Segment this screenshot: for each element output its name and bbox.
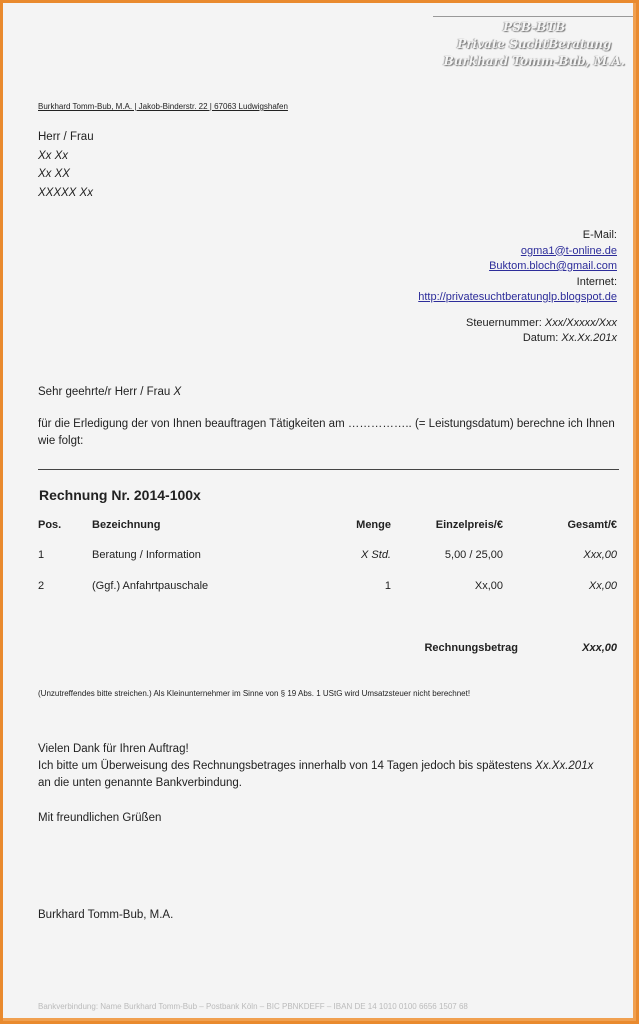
bank-details-footer: Bankverbindung: Name Burkhard Tomm-Bub –…	[38, 1002, 468, 1011]
email-link-1[interactable]: ogma1@t-online.de	[520, 244, 617, 257]
thanks-line: Vielen Dank für Ihren Auftrag!	[38, 743, 189, 755]
row-unit-price: 5,00 / 25,00	[444, 549, 503, 561]
header-description: Bezeichnung	[92, 519, 161, 531]
greeting-text: Sehr geehrte/r Herr / Frau	[38, 386, 174, 398]
header-total: Gesamt/€	[567, 519, 617, 531]
recipient-street: Xx XX	[38, 168, 70, 180]
row-pos: 2	[38, 580, 45, 592]
closing-text: Vielen Dank für Ihren Auftrag! Ich bitte…	[38, 741, 593, 792]
row-quantity: 1	[384, 580, 391, 592]
total-label: Rechnungsbetrag	[424, 642, 518, 654]
recipient-salutation: Herr / Frau	[38, 131, 94, 143]
invoice-page: PSB-BTB Private SuchtBeratung Burkhard T…	[3, 3, 636, 1021]
payment-request: Ich bitte um Überweisung des Rechnungsbe…	[38, 760, 536, 772]
email-label: E-Mail:	[582, 229, 617, 241]
logo-line: Private SuchtBeratung	[457, 37, 612, 51]
tax-label: Steuernummer:	[466, 316, 542, 329]
tax-value: Xxx/Xxxxx/Xxx	[544, 316, 617, 329]
greeting-name: X	[173, 386, 182, 398]
invoice-title: Rechnung Nr. 2014-100x	[39, 487, 201, 503]
date-value: Xx.Xx.201x	[561, 332, 617, 344]
row-total: Xxx,00	[583, 549, 617, 561]
header-rule	[433, 16, 633, 17]
total-value: Xxx,00	[582, 642, 617, 654]
logo-line: PSB-BTB	[503, 20, 566, 34]
intro-text: für die Erledigung der von Ihnen beauftr…	[38, 418, 615, 447]
row-pos: 1	[38, 549, 45, 561]
internet-label: Internet:	[576, 275, 617, 288]
recipient-address: Herr / Frau Xx Xx Xx XX XXXXX Xx	[38, 128, 94, 202]
header-quantity: Menge	[356, 519, 391, 531]
bank-reference: an die unten genannte Bankverbindung.	[38, 777, 242, 789]
website-link[interactable]: http://privatesuchtberatunglp.blogspot.d…	[418, 291, 617, 303]
recipient-name: Xx Xx	[38, 149, 69, 162]
row-description: Beratung / Information	[92, 549, 201, 561]
contact-block: E-Mail: ogma1@t-online.de Buktom.bloch@g…	[418, 228, 617, 347]
row-unit-price: Xx,00	[474, 580, 503, 592]
payment-deadline: Xx.Xx.201x	[535, 760, 594, 772]
header-unit-price: Einzelpreis/€	[435, 519, 503, 531]
greeting: Sehr geehrte/r Herr / Frau X	[38, 386, 181, 398]
row-quantity: X Std.	[361, 549, 391, 561]
tax-note: (Unzutreffendes bitte streichen.) Als Kl…	[38, 689, 471, 698]
signature-name: Burkhard Tomm-Bub, M.A.	[38, 909, 174, 921]
header-pos: Pos.	[38, 519, 62, 531]
letterhead-logo: PSB-BTB Private SuchtBeratung Burkhard T…	[444, 19, 625, 70]
regards: Mit freundlichen Grüßen	[38, 812, 162, 824]
email-link-2[interactable]: Buktom.bloch@gmail.com	[489, 260, 617, 272]
row-total: Xx,00	[588, 580, 617, 592]
recipient-city: XXXXX Xx	[38, 186, 93, 199]
date-label: Datum:	[522, 332, 559, 344]
sender-line: Burkhard Tomm-Bub, M.A. | Jakob-Binderst…	[38, 102, 288, 111]
row-description: (Ggf.) Anfahrtpauschale	[92, 580, 209, 592]
divider	[38, 469, 619, 470]
logo-line: Burkhard Tomm-Bub, M.A.	[443, 54, 625, 68]
